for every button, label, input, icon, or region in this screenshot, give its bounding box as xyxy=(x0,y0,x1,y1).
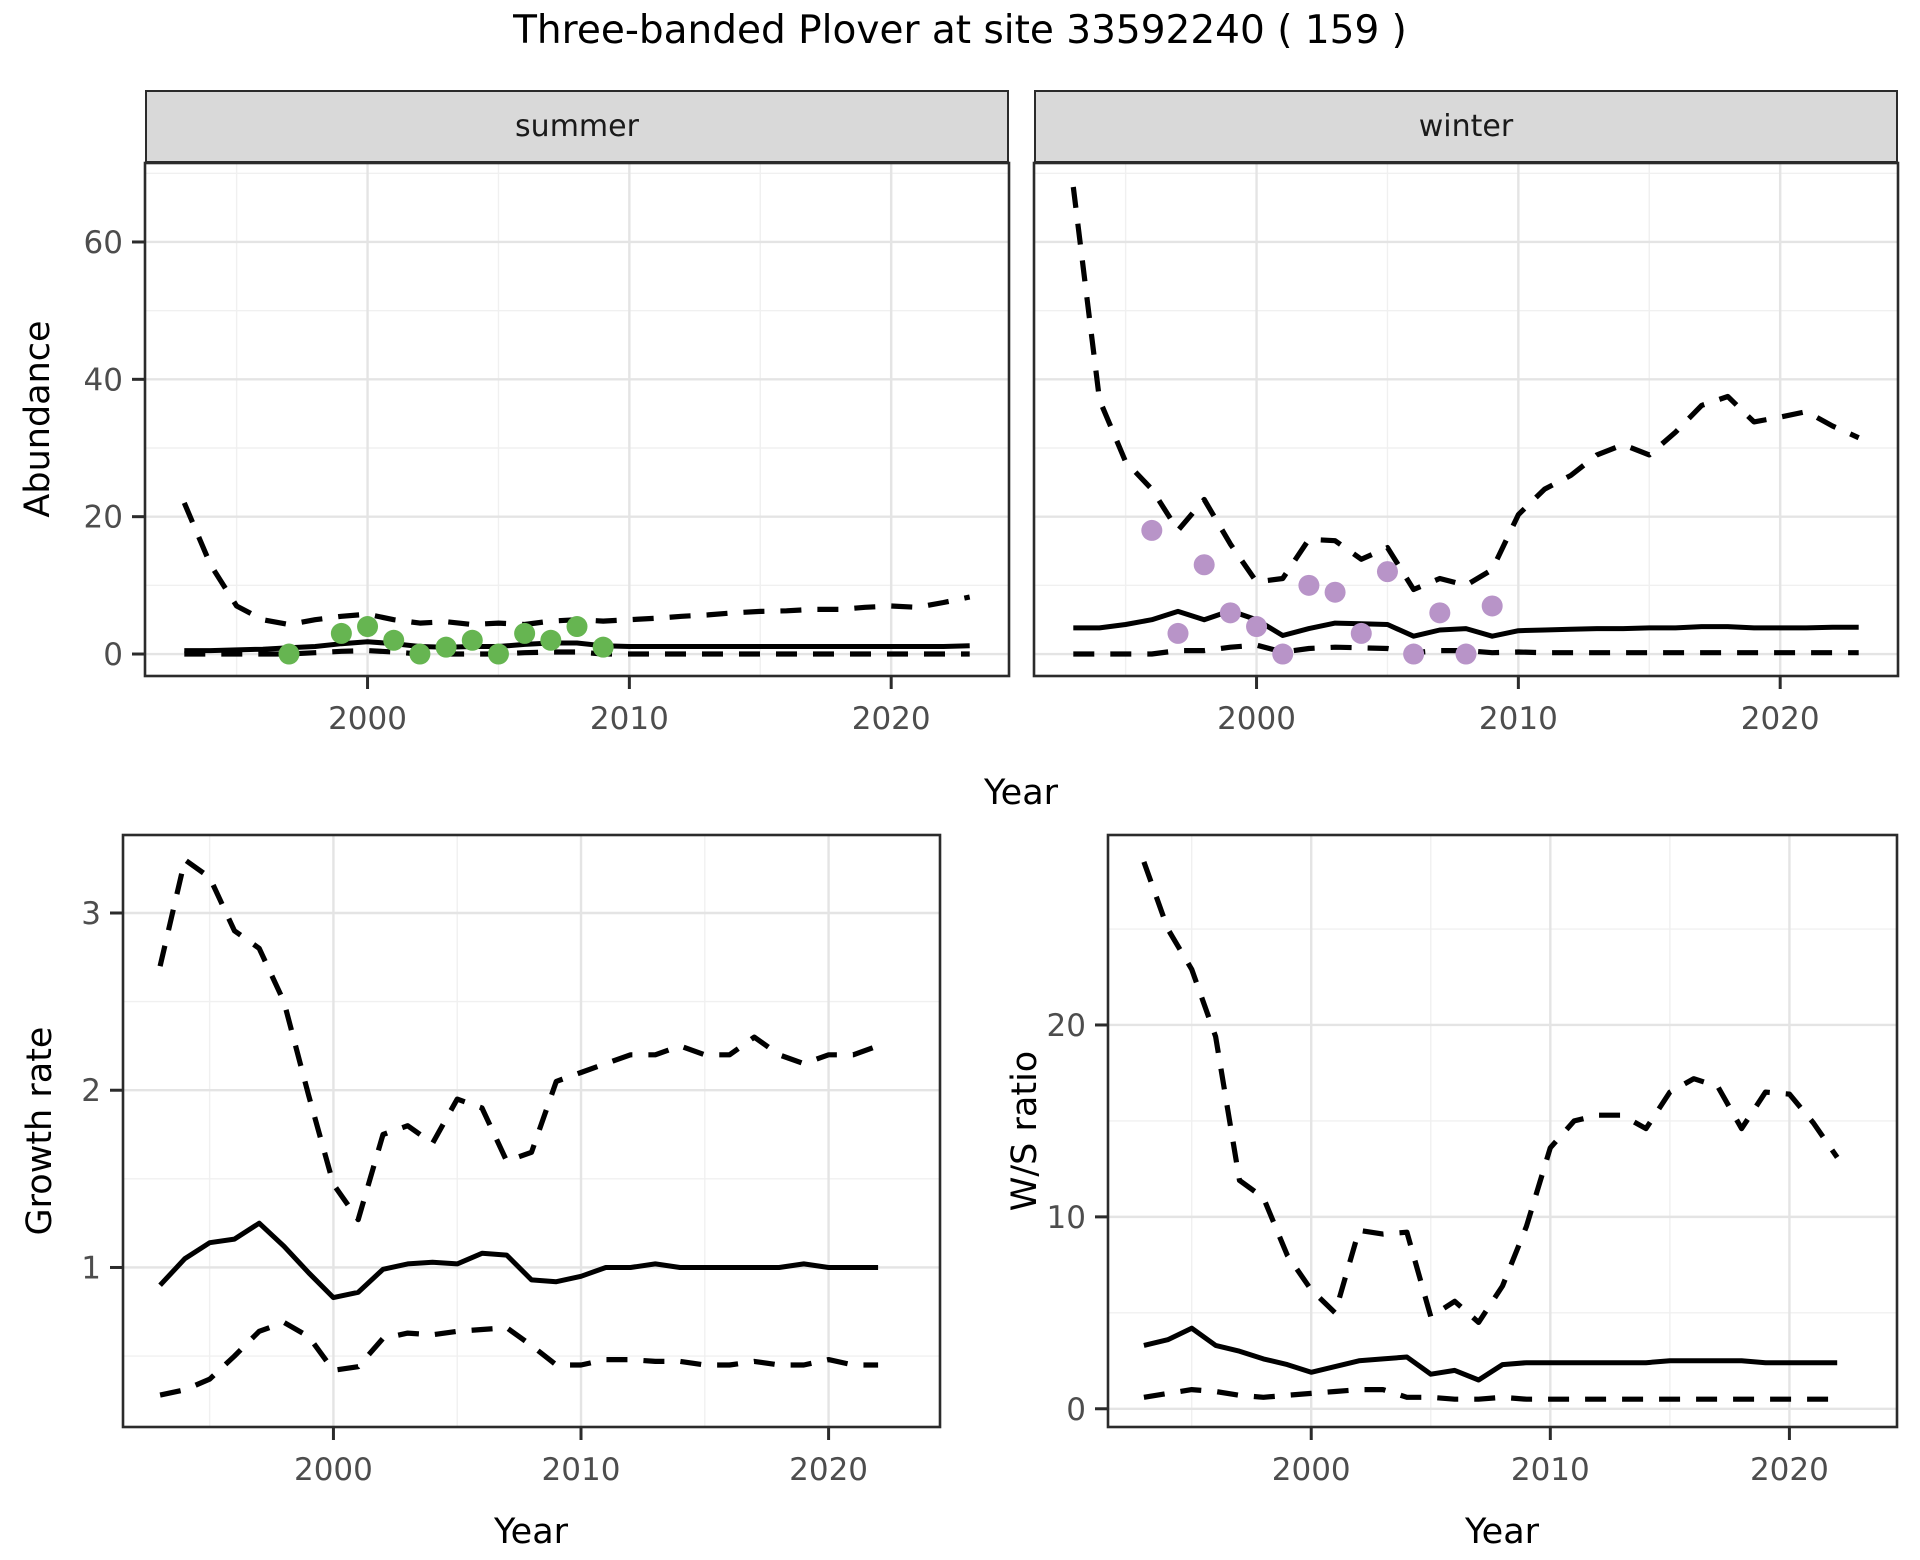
abundance-summer-observed-point xyxy=(357,616,379,638)
abundance-summer-observed-point xyxy=(383,629,405,651)
growth-rate-panel-border xyxy=(121,833,942,1429)
growth-rate-median-line xyxy=(158,1220,879,1301)
y-tick-label-40: 40 xyxy=(84,362,123,398)
growth-rate-panel: 2000 2010 2020 1 2 3 xyxy=(81,833,942,1488)
abundance-summer-observed-point xyxy=(592,636,614,658)
facet-strip-summer: summer xyxy=(145,90,1009,163)
abundance-winter-observed-point xyxy=(1298,574,1320,596)
y-tick-label-0: 0 xyxy=(103,637,123,673)
plot-title: Three-banded Plover at site 33592240 ( 1… xyxy=(513,8,1407,53)
abundance-winter-observed-point xyxy=(1403,643,1425,665)
abundance-summer-median-line xyxy=(184,639,970,654)
y-axis-title-abundance: Abundance xyxy=(18,320,58,518)
y-tick-label-10: 10 xyxy=(1047,1200,1086,1236)
x-tick-label-2020: 2020 xyxy=(852,701,931,737)
x-tick-label-2020: 2020 xyxy=(1741,701,1820,737)
abundance-winter-observed-point xyxy=(1193,554,1215,576)
ws-ratio-upper_95CI-line xyxy=(1141,861,1840,1326)
y-tick-label-20: 20 xyxy=(84,500,123,536)
abundance-winter-observed-point xyxy=(1272,643,1294,665)
abundance-summer-lower_95CI-line xyxy=(184,647,970,657)
abundance-winter-observed-point xyxy=(1350,622,1372,644)
abundance-summer-observed-point xyxy=(514,622,536,644)
abundance-winter-panel: 2000 2010 2020 xyxy=(1032,161,1900,737)
facet-strip-winter-label: winter xyxy=(1418,109,1514,144)
abundance-summer-observed-point xyxy=(278,643,300,665)
abundance-winter-observed-point xyxy=(1376,561,1398,583)
y-tick-label-2: 2 xyxy=(81,1073,101,1109)
abundance-winter-observed-point xyxy=(1167,622,1189,644)
facet-strip-summer-label: summer xyxy=(515,109,639,144)
abundance-summer-observed-point xyxy=(487,643,509,665)
x-tick-label-2010: 2010 xyxy=(590,701,669,737)
abundance-winter-observed-point xyxy=(1481,595,1503,617)
x-tick-label-2010: 2010 xyxy=(542,1452,621,1488)
abundance-winter-lower_95CI-line xyxy=(1073,642,1859,657)
abundance-summer-panel-border xyxy=(143,161,1011,678)
y-tick-label-60: 60 xyxy=(84,225,123,261)
x-tick-label-2000: 2000 xyxy=(1217,701,1296,737)
growth-rate-upper_95CI-line xyxy=(157,857,879,1223)
growth-rate-lower_95CI-line xyxy=(159,1319,879,1398)
x-tick-label-2010: 2010 xyxy=(1479,701,1558,737)
x-tick-label-2010: 2010 xyxy=(1511,1452,1590,1488)
abundance-winter-observed-point xyxy=(1219,602,1241,624)
x-tick-label-2000: 2000 xyxy=(294,1452,373,1488)
abundance-summer-observed-point xyxy=(330,622,352,644)
ws-ratio-panel-border xyxy=(1106,833,1899,1429)
abundance-summer-observed-point xyxy=(461,629,483,651)
x-tick-label-2020: 2020 xyxy=(789,1452,868,1488)
ws-ratio-lower_95CI-line xyxy=(1143,1386,1838,1402)
abundance-summer-upper_95CI-line xyxy=(181,501,971,628)
x-axis-title-year-ws: Year xyxy=(1464,1512,1540,1552)
x-axis-title-year-growth: Year xyxy=(493,1512,569,1552)
y-tick-label-1: 1 xyxy=(81,1250,101,1286)
abundance-summer-observed-point xyxy=(566,616,588,638)
y-tick-label-3: 3 xyxy=(81,896,101,932)
abundance-summer-observed-point xyxy=(435,636,457,658)
abundance-winter-panel-border xyxy=(1032,161,1900,678)
abundance-winter-upper_95CI-line xyxy=(1070,186,1860,593)
ws-ratio-panel: 2000 2010 2020 0 10 20 xyxy=(1047,833,1899,1488)
abundance-winter-observed-point xyxy=(1429,602,1451,624)
x-axis-title-year-top: Year xyxy=(983,773,1059,813)
abundance-summer-observed-point xyxy=(409,643,431,665)
abundance-summer-panel: 2000 2010 2020 0 20 40 60 xyxy=(84,161,1011,737)
abundance-summer-observed-point xyxy=(540,629,562,651)
ws-ratio-median-line xyxy=(1143,1325,1838,1383)
abundance-winter-observed-point xyxy=(1141,519,1163,541)
abundance-winter-median-line xyxy=(1073,608,1859,639)
abundance-winter-observed-point xyxy=(1324,581,1346,603)
x-tick-label-2000: 2000 xyxy=(328,701,407,737)
x-tick-label-2000: 2000 xyxy=(1272,1452,1351,1488)
abundance-winter-observed-point xyxy=(1455,643,1477,665)
y-tick-label-20: 20 xyxy=(1047,1008,1086,1044)
abundance-winter-observed-point xyxy=(1246,616,1268,638)
y-tick-label-0: 0 xyxy=(1066,1392,1086,1428)
x-tick-label-2020: 2020 xyxy=(1750,1452,1829,1488)
